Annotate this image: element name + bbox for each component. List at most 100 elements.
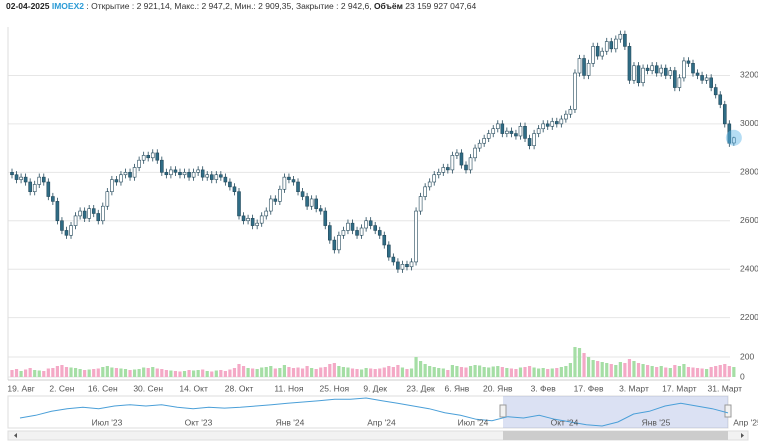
candle-body [423,186,427,197]
volume-bar [505,368,509,377]
volume-bar [196,370,200,377]
candle-body [387,244,391,258]
scrollbar-track[interactable] [7,430,749,441]
candle-body [400,264,405,270]
candle-body [73,215,78,226]
volume-bar [164,370,168,377]
candle-body [296,181,300,192]
volume-bar [459,367,464,377]
volume-bar [260,367,264,377]
candle-body [78,210,82,217]
candle-body [359,227,364,236]
scroll-left-arrow[interactable] [14,433,17,438]
candle-body [604,41,609,52]
volume-bar [382,367,386,377]
volume-bar [110,367,114,377]
volume-bar [727,366,731,377]
navigator-handle-right[interactable] [724,404,732,418]
y-tick-label: 3000 [740,118,758,128]
plot [8,74,730,378]
navigator-line [19,397,729,427]
x-tick-label: 30. Сен [133,383,163,393]
candle-body [564,113,568,120]
candle-body [110,179,114,192]
candle-body [28,181,32,192]
volume-bar [251,368,255,377]
volume-bar [473,365,477,377]
volume-bar [514,369,518,377]
volume-bar [310,368,314,377]
candle-body [341,230,346,236]
candle-body [169,169,173,176]
volume-bar [614,365,618,377]
volume-bar [464,367,468,377]
candle-body [173,169,178,173]
candle-body [146,155,150,159]
candle-body [618,33,623,40]
y-tick-label: 2200 [740,312,758,322]
candle-body [632,65,636,81]
navigator-frame [7,395,729,429]
volume-bar [300,368,305,377]
volume-bar [664,367,668,377]
volume-bar [64,367,69,377]
navigator-handle-left[interactable] [499,404,507,418]
candle-body [577,58,582,74]
navigator-label: Окт '24 [551,417,579,427]
x-tick-label: 14. Окт [179,383,208,393]
volume-bar [69,367,73,377]
volume-bar [523,367,527,377]
volume-bar [337,366,341,377]
candle-body [350,222,355,231]
x-tick-label: 17. Март [662,383,697,393]
volume-bar [364,368,368,377]
candle-body [178,172,182,176]
candle-body [532,133,536,146]
candle-body [627,46,632,81]
volume-bar [677,366,681,377]
candle-body [273,198,278,202]
candle-body [46,181,51,197]
x-tick-label: 2. Сен [49,383,74,393]
candle-body [314,198,318,209]
candle-body [287,176,291,180]
volume-bar [423,364,427,377]
candle-body [495,123,500,130]
candle-body [527,138,532,146]
volume-bar [350,368,355,377]
x-tick-label: 16. Сен [88,383,118,393]
volume-bar [105,366,109,377]
candle-body [514,133,518,137]
candle-body [623,33,627,47]
date: 02-04-2025 [6,1,50,11]
volume-bar [269,366,273,377]
volume-bar [273,368,277,377]
candle-body [368,220,373,226]
candle-body [278,188,282,202]
candle-body [155,152,160,161]
candle-body [69,225,73,236]
scrollbar-thumb[interactable] [503,431,728,440]
volume-bar [559,367,563,377]
volume-bar [264,367,268,377]
candle-body [682,60,686,79]
scroll-right-arrow[interactable] [741,433,744,438]
candle-body [500,123,505,134]
volume-bar [487,367,491,377]
candle-body [523,125,527,139]
volume-bar [319,367,323,377]
volume-bar [219,370,223,377]
candle-body [668,70,673,76]
navigator-selection[interactable] [503,396,728,428]
x-tick-label: 19. Авг [7,383,34,393]
candle-body [641,67,645,84]
candle-body [477,142,482,149]
volume-bar [210,371,214,377]
volume-bar [373,369,377,377]
candle-body [123,172,128,176]
volume-bar [509,368,513,377]
candle-body [200,169,205,178]
candle-body [96,213,101,222]
volume-bar [400,367,405,377]
volume-bar [73,368,78,377]
